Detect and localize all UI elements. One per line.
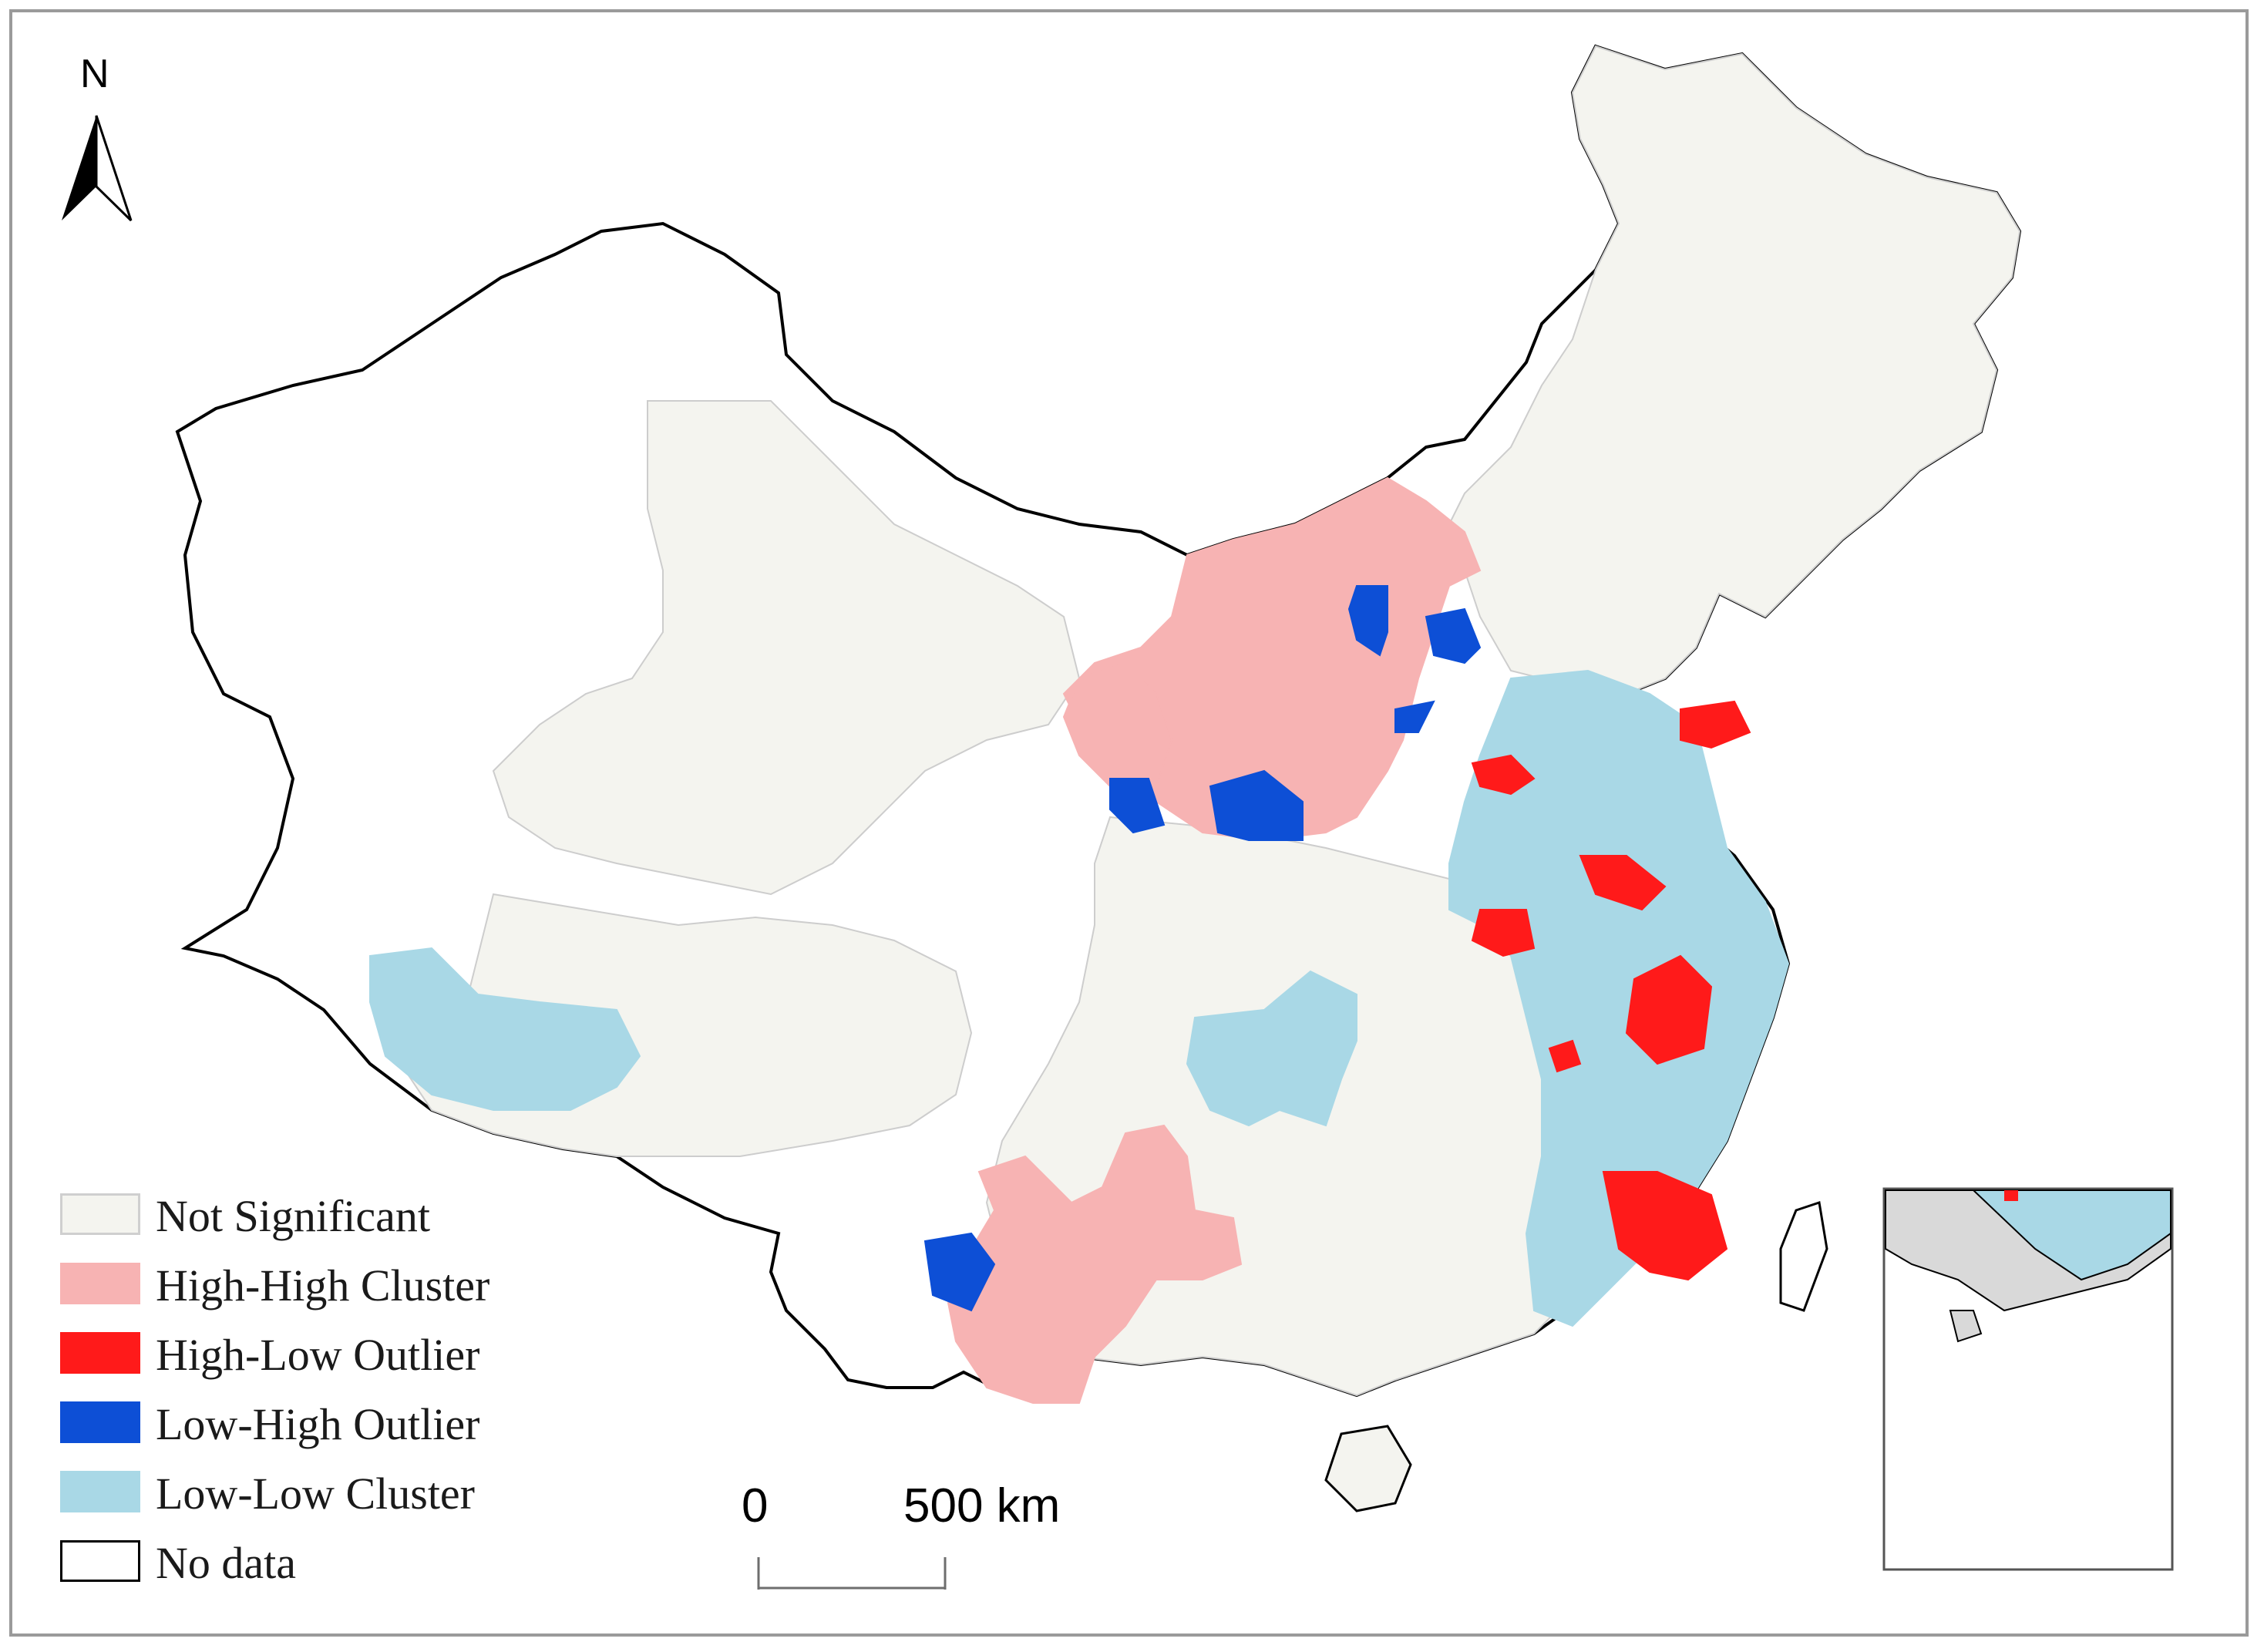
legend-swatch bbox=[60, 1401, 140, 1443]
region-high-low-1 bbox=[1680, 700, 1751, 749]
legend-label: Low-High Outlier bbox=[156, 1399, 480, 1449]
region-low-high-3 bbox=[1394, 700, 1435, 733]
region-low-low-west bbox=[369, 947, 641, 1111]
taiwan-island bbox=[1779, 1201, 1828, 1312]
region-low-high-4 bbox=[1109, 778, 1166, 834]
region-high-low-4 bbox=[1471, 909, 1536, 957]
scale-start-label: 0 bbox=[742, 1479, 769, 1533]
legend-item-not-significant: Not Significant bbox=[60, 1193, 600, 1240]
region-high-low-5 bbox=[1625, 954, 1713, 1065]
legend-swatch bbox=[60, 1540, 140, 1582]
legend-item-low-low-cluster: Low-Low Cluster bbox=[60, 1471, 600, 1517]
south-china-sea-inset bbox=[1882, 1187, 2174, 1571]
region-high-low-6 bbox=[1548, 1039, 1582, 1073]
north-label: N bbox=[80, 52, 109, 96]
region-high-low-2 bbox=[1471, 754, 1536, 796]
scale-bar bbox=[757, 1557, 947, 1590]
region-low-high-1 bbox=[1347, 585, 1388, 657]
legend-label: High-High Cluster bbox=[156, 1260, 490, 1310]
scale-end-label: 500 km bbox=[903, 1479, 1061, 1533]
legend-swatch bbox=[60, 1193, 140, 1235]
region-not-significant-west bbox=[492, 400, 1081, 896]
legend-label: Not Significant bbox=[156, 1191, 431, 1241]
north-arrow-icon bbox=[62, 115, 133, 222]
region-low-high-2 bbox=[1425, 607, 1482, 665]
legend-item-high-low-outlier: High-Low Outlier bbox=[60, 1332, 600, 1378]
legend-item-high-high-cluster: High-High Cluster bbox=[60, 1263, 600, 1309]
legend-swatch bbox=[60, 1263, 140, 1304]
region-high-high-northwest bbox=[1062, 661, 1173, 787]
legend-label: Low-Low Cluster bbox=[156, 1469, 475, 1519]
region-low-high-5 bbox=[1209, 769, 1304, 841]
hainan-island bbox=[1324, 1425, 1412, 1512]
region-not-significant-north bbox=[1440, 45, 2021, 695]
legend-label: No data bbox=[156, 1538, 296, 1588]
region-high-low-3 bbox=[1579, 855, 1667, 911]
legend-item-low-high-outlier: Low-High Outlier bbox=[60, 1401, 600, 1448]
legend-swatch bbox=[60, 1471, 140, 1512]
region-low-low-central bbox=[1186, 970, 1357, 1127]
region-low-high-6 bbox=[923, 1232, 996, 1312]
region-high-low-7 bbox=[1602, 1171, 1728, 1281]
legend-item-no-data: No data bbox=[60, 1540, 600, 1586]
legend-swatch bbox=[60, 1332, 140, 1374]
legend-label: High-Low Outlier bbox=[156, 1330, 480, 1380]
region-low-low-east bbox=[1448, 669, 1790, 1327]
region-high-high-southwest bbox=[947, 1124, 1243, 1404]
